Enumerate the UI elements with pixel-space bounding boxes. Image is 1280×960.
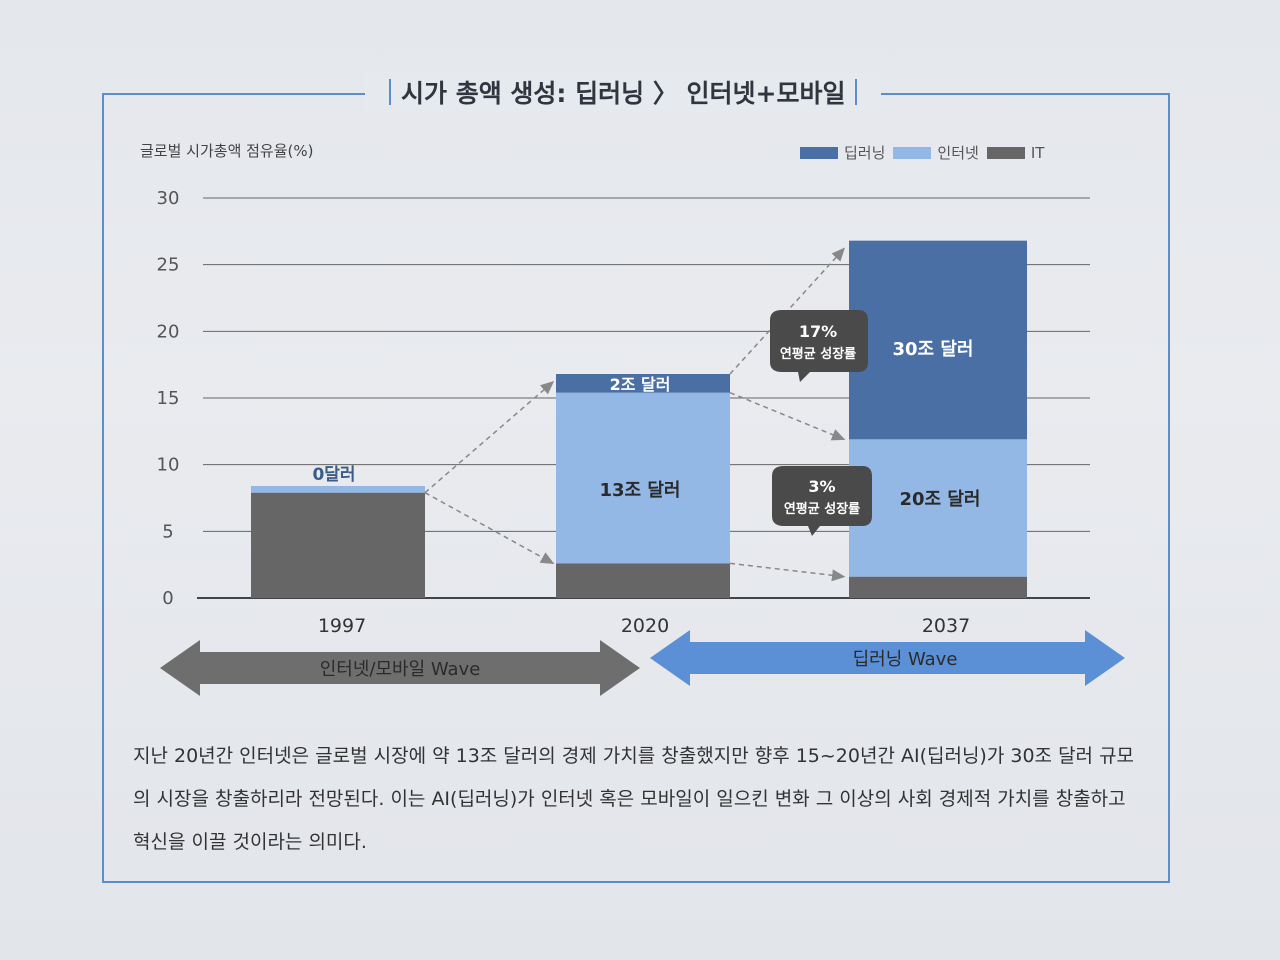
callout-3: 3% 연평균 성장률 xyxy=(772,466,872,536)
y-tick-0: 0 xyxy=(162,588,173,609)
legend-label-it: IT xyxy=(1030,143,1045,162)
x-tick-labels: 1997 2020 2037 xyxy=(318,615,970,637)
bar-2020-인터넷 xyxy=(556,392,730,564)
legend-label-internet: 인터넷 xyxy=(937,144,979,162)
legend-swatch-deep xyxy=(800,146,838,159)
label-2037-internet: 20조 달러 xyxy=(900,489,981,510)
arrow-2020-to-2037-it xyxy=(729,562,846,582)
x-tick-1997: 1997 xyxy=(318,615,366,637)
label-2020-internet: 13조 달러 xyxy=(600,480,681,501)
y-tick-20: 20 xyxy=(157,321,180,342)
legend-item-it: IT xyxy=(986,143,1045,162)
bar-2037-IT xyxy=(849,576,1027,598)
arrow-2020-to-2037-internet xyxy=(729,391,846,441)
title-right-bar xyxy=(855,79,858,105)
y-tick-15: 15 xyxy=(157,388,180,409)
arrow-1997-to-2020-it xyxy=(424,492,555,565)
legend: 딥러닝 인터넷 IT xyxy=(800,142,1044,163)
callout-3-text: 연평균 성장률 xyxy=(784,501,860,517)
caption: 지난 20년간 인터넷은 글로벌 시장에 약 13조 달러의 경제 가치를 창출… xyxy=(133,745,1135,853)
y-tick-10: 10 xyxy=(157,455,180,476)
legend-swatch-it xyxy=(986,146,1025,159)
legend-label-deep: 딥러닝 xyxy=(844,144,886,162)
legend-swatch-internet xyxy=(893,146,932,159)
label-1997-internet: 0달러 xyxy=(312,464,355,485)
bar-2037-인터넷 xyxy=(849,439,1027,577)
callout-17: 17% 연평균 성장률 xyxy=(770,310,868,382)
arrow-1997-to-2020-deep xyxy=(424,381,555,494)
callout-17-bubble xyxy=(770,310,868,382)
wave-left-label: 인터넷/모바일 Wave xyxy=(319,659,481,680)
bar-1997-IT xyxy=(251,492,425,598)
y-tick-labels: 0 5 10 15 20 25 30 xyxy=(157,188,180,609)
x-tick-2037: 2037 xyxy=(922,615,970,637)
bar-labels: 0달러 2조 달러 13조 달러 30조 달러 20조 달러 xyxy=(312,339,980,510)
label-2037-deep: 30조 달러 xyxy=(893,339,974,360)
y-tick-30: 30 xyxy=(157,188,180,209)
wave-arrows xyxy=(160,630,1125,696)
bar-1997-인터넷 xyxy=(251,486,425,493)
wave-left-arrow xyxy=(160,640,640,696)
figure-title-text: 시가 총액 생성: 딥러닝 〉 인터넷+모바일 xyxy=(401,79,846,108)
legend-item-internet: 인터넷 xyxy=(893,142,979,163)
bar-2020-딥러닝 xyxy=(556,374,730,393)
title-left-bar xyxy=(389,79,391,105)
callout-17-pct: 17% xyxy=(799,322,837,341)
y-axis-title: 글로벌 시가총액 점유율(%) xyxy=(140,142,314,160)
x-tick-2020: 2020 xyxy=(621,615,669,637)
bar-2020-IT xyxy=(556,563,730,598)
bar-2037-딥러닝 xyxy=(849,240,1027,440)
callout-3-pct: 3% xyxy=(808,477,835,496)
label-2020-deep: 2조 달러 xyxy=(610,375,671,394)
callout-3-bubble xyxy=(772,466,872,536)
bars xyxy=(251,240,1027,598)
figure-title: 시가 총액 생성: 딥러닝 〉 인터넷+모바일 xyxy=(365,72,882,112)
y-tick-5: 5 xyxy=(162,521,173,542)
y-tick-25: 25 xyxy=(157,255,180,276)
wave-right-arrow xyxy=(650,630,1125,686)
wave-right-label: 딥러닝 Wave xyxy=(852,649,958,670)
callout-17-text: 연평균 성장률 xyxy=(780,346,856,362)
legend-item-deep: 딥러닝 xyxy=(800,142,885,163)
